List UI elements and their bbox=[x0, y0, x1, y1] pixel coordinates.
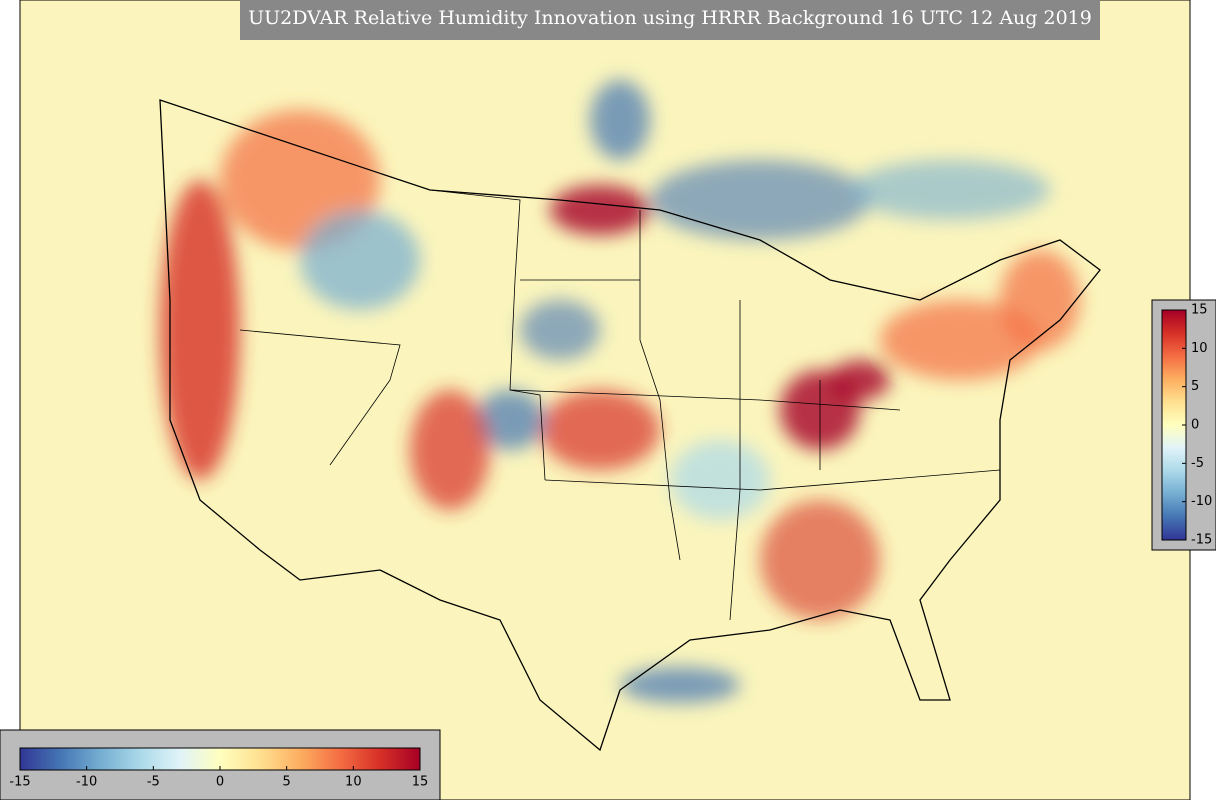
state-borders bbox=[239, 189, 1001, 621]
tick-label: 10 bbox=[345, 775, 362, 790]
tick-label: 0 bbox=[1191, 418, 1199, 433]
tick-label: 15 bbox=[412, 775, 429, 790]
tick-label: -5 bbox=[147, 775, 160, 790]
title-box bbox=[240, 0, 1100, 40]
tick-label: 0 bbox=[216, 775, 224, 790]
tick-label: -5 bbox=[1191, 456, 1204, 471]
coastline bbox=[159, 99, 1101, 752]
tick-label: -15 bbox=[9, 775, 30, 790]
tick-label: 15 bbox=[1191, 303, 1208, 318]
tick-label: -15 bbox=[1191, 533, 1212, 548]
tick-label: -10 bbox=[1191, 494, 1212, 509]
tick-label: 10 bbox=[1191, 341, 1208, 356]
tick-label: 5 bbox=[1191, 379, 1199, 394]
map-title: UU2DVAR Relative Humidity Innovation usi… bbox=[248, 7, 1092, 29]
tick-label: -10 bbox=[76, 775, 97, 790]
innovation-field bbox=[160, 80, 1080, 703]
tick-label: 5 bbox=[283, 775, 291, 790]
